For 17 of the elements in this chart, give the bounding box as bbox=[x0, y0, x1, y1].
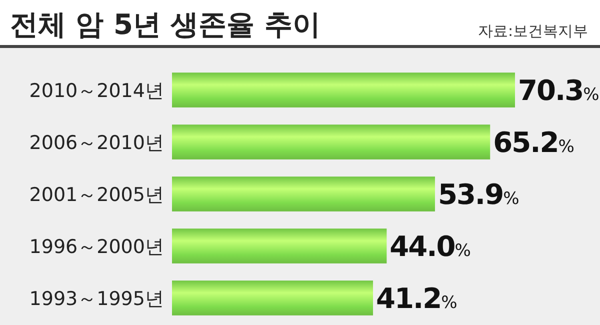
data-label: 70.3% bbox=[518, 74, 600, 108]
data-label: 53.9% bbox=[438, 178, 520, 211]
bar bbox=[172, 124, 490, 160]
y-tick-label: 1993～1995년 bbox=[29, 288, 164, 310]
y-tick-label: 2010～2014년 bbox=[29, 80, 164, 102]
bar bbox=[172, 280, 374, 316]
data-label: 44.0% bbox=[390, 230, 471, 263]
bar bbox=[172, 72, 515, 108]
chart-title: 전체 암 5년 생존율 추이 bbox=[10, 8, 320, 41]
y-tick-label: 1996～2000년 bbox=[29, 236, 164, 258]
bar bbox=[172, 228, 387, 264]
bar bbox=[172, 176, 435, 212]
data-label: 41.2% bbox=[376, 282, 458, 315]
text: 자료:보건복지부 bbox=[478, 22, 588, 40]
y-tick-label: 2006～2010년 bbox=[29, 132, 164, 154]
y-tick-label: 2001～2005년 bbox=[29, 184, 164, 206]
data-label: 65.2% bbox=[493, 126, 574, 160]
